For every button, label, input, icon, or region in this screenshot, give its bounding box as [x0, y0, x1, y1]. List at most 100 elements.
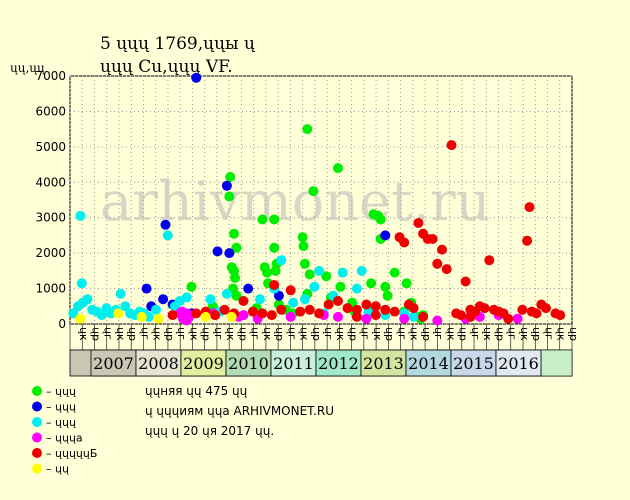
year-label: 2010 [228, 354, 269, 373]
point-series-1 [191, 72, 202, 83]
point-series-4 [455, 310, 466, 321]
point-series-4 [370, 301, 381, 312]
point-series-4 [314, 308, 325, 319]
month-label: ųр [163, 327, 176, 341]
point-series-2 [314, 265, 325, 276]
month-label: ųг [469, 327, 482, 340]
point-series-0 [382, 290, 393, 301]
legend-marker [32, 432, 42, 443]
legend-marker [32, 463, 42, 474]
month-label: ųк [187, 327, 200, 341]
month-label: ųг [285, 327, 298, 340]
point-series-2 [288, 297, 299, 308]
month-label: ųг [542, 327, 555, 340]
month-label: ųг [432, 327, 445, 340]
month-label: ųр [530, 327, 543, 341]
y-tick-label: 4000 [35, 175, 66, 189]
point-series-4 [304, 304, 315, 315]
point-series-0 [230, 272, 240, 283]
point-series-4 [413, 218, 424, 228]
y-tick-label: 5000 [35, 140, 66, 154]
month-label: ųр [457, 327, 470, 341]
point-series-4 [432, 258, 443, 269]
y-tick-label: 0 [58, 317, 66, 331]
year-label: 2007 [93, 354, 134, 373]
note-line-3: ųųų ų 20 ųя 2017 ųų. [145, 424, 274, 438]
point-series-0 [225, 172, 236, 182]
point-series-1 [243, 283, 254, 294]
month-label: ųр [567, 327, 580, 341]
point-series-0 [257, 214, 268, 225]
point-series-5 [226, 311, 237, 322]
point-series-1 [224, 248, 235, 259]
point-series-0 [302, 124, 313, 135]
point-series-2 [115, 288, 126, 299]
point-series-5 [200, 311, 211, 322]
point-series-0 [186, 281, 197, 292]
legend-label: – ųųų [46, 401, 76, 414]
point-series-4 [295, 306, 306, 317]
point-series-2 [408, 311, 419, 322]
point-series-4 [167, 310, 178, 321]
month-label: ųр [126, 327, 139, 341]
year-cell-2013 [360, 349, 407, 377]
month-label: ųк [371, 327, 384, 341]
month-label: ųр [200, 327, 213, 341]
point-series-0 [262, 267, 273, 278]
month-label: ųк [114, 327, 127, 341]
point-series-2 [276, 255, 287, 266]
point-series-4 [541, 303, 551, 314]
year-band-tail [540, 349, 573, 377]
point-series-3 [333, 311, 343, 322]
point-series-0 [231, 242, 242, 253]
point-series-2 [96, 310, 107, 321]
point-series-2 [143, 311, 154, 322]
point-series-1 [212, 246, 223, 257]
point-series-4 [323, 299, 334, 310]
month-label: ųг [322, 327, 335, 340]
month-label: ųк [334, 327, 347, 341]
month-label: ųр [346, 327, 359, 341]
point-series-4 [460, 276, 471, 287]
month-label: ųг [395, 327, 408, 340]
point-series-2 [68, 308, 79, 319]
point-series-4 [285, 285, 296, 296]
month-label: ųк [518, 327, 531, 341]
month-label: ųк [261, 327, 274, 341]
point-series-4 [465, 311, 476, 322]
point-series-0 [270, 265, 281, 276]
point-series-2 [76, 278, 87, 289]
point-series-0 [229, 228, 239, 239]
point-series-0 [269, 214, 280, 225]
y-tick-label: 2000 [35, 246, 66, 260]
point-series-4 [266, 310, 277, 321]
point-series-0 [380, 281, 391, 292]
note-line-1: ųųняя ųų 475 ųų [145, 384, 248, 398]
data-points [68, 72, 566, 326]
month-label: ųк [77, 327, 90, 341]
point-series-4 [441, 264, 452, 275]
point-series-0 [366, 278, 377, 289]
point-series-0 [299, 258, 310, 269]
legend-marker [32, 417, 42, 427]
point-series-4 [524, 202, 535, 213]
point-series-0 [401, 278, 412, 289]
point-series-1 [160, 219, 171, 230]
point-series-2 [309, 281, 320, 292]
month-label: ųг [506, 327, 519, 340]
point-series-3 [361, 313, 372, 324]
point-series-4 [418, 311, 429, 322]
point-series-3 [238, 310, 249, 321]
point-series-3 [512, 313, 523, 324]
point-series-4 [503, 313, 514, 324]
year-cell-2011 [270, 349, 317, 377]
month-label: ųр [89, 327, 102, 341]
year-label: 2011 [273, 354, 314, 373]
point-series-2 [82, 294, 93, 305]
legend-marker [32, 448, 42, 458]
point-series-4 [210, 310, 221, 321]
point-series-0 [231, 290, 242, 301]
point-series-4 [219, 304, 230, 315]
point-series-4 [437, 244, 447, 255]
